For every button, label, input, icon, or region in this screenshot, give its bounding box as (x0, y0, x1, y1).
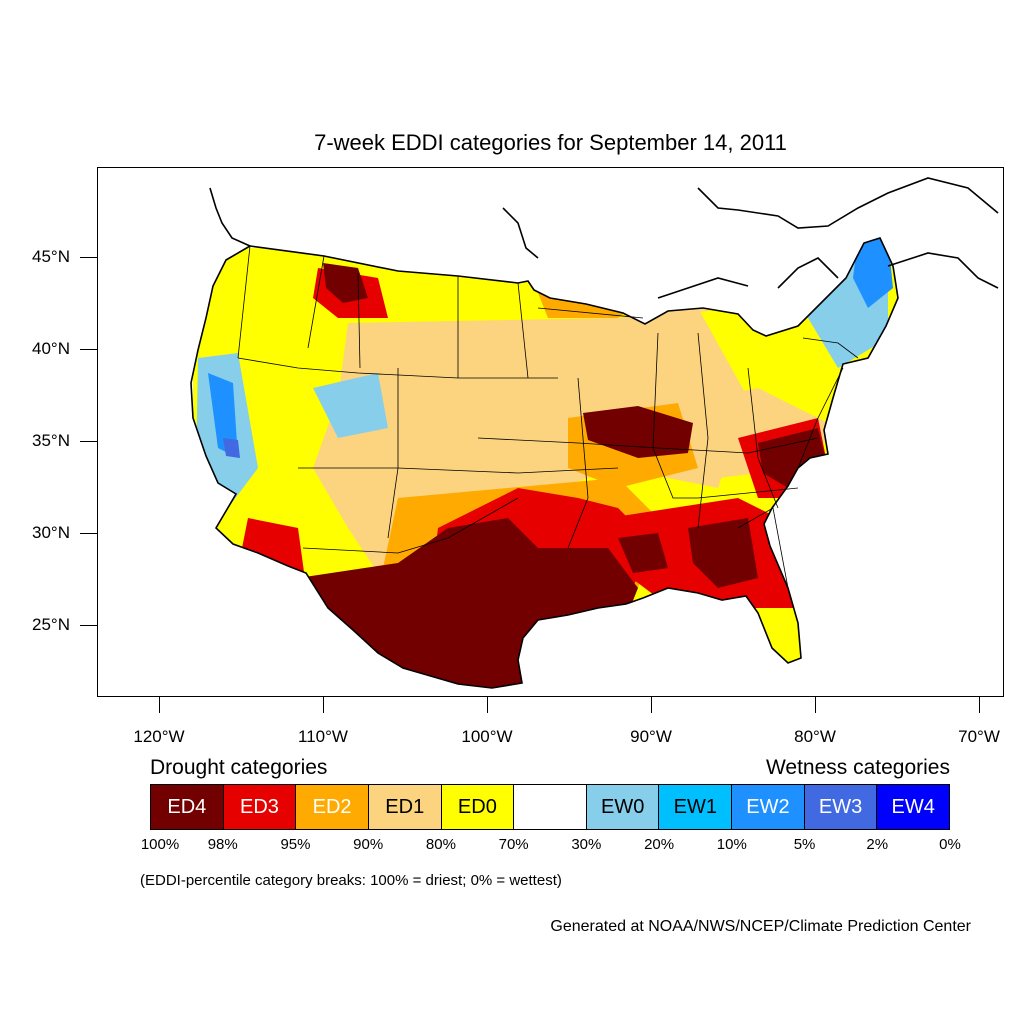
legend-swatch-ew2: EW2 (732, 785, 805, 829)
percentile-label: 2% (866, 836, 889, 853)
lat-tick (80, 625, 97, 626)
state-border-line (237, 245, 251, 359)
category-region-ed4 (618, 533, 668, 573)
category-region-ew0 (313, 373, 388, 438)
wetness-categories-title: Wetness categories (765, 756, 950, 779)
lon-tick (487, 697, 488, 713)
map-canvas (190, 177, 999, 689)
canada-coastline (209, 177, 999, 299)
legend-swatch-ew1: EW1 (659, 785, 733, 829)
category-legend: ED4 ED3 ED2 ED1 ED0 EW0 EW1 EW2 EW3 EW4 (150, 784, 950, 830)
lon-tick (979, 697, 980, 713)
coastline-segment (887, 252, 999, 289)
lon-label: 70°W (958, 727, 1000, 746)
state-border-line (567, 377, 589, 549)
legend-swatch-ed0: ED0 (441, 785, 515, 829)
percentile-label: 20% (644, 836, 675, 853)
state-border-line (357, 272, 361, 369)
percentile-label: 90% (353, 836, 384, 853)
state-border-line (747, 367, 779, 509)
state-border-line (802, 337, 859, 359)
lat-label: 25°N (32, 615, 70, 634)
state-border-line (697, 487, 799, 499)
lon-tick (815, 697, 816, 713)
state-border-line (517, 282, 529, 379)
category-region-ed4 (323, 263, 368, 303)
state-border-line (737, 507, 789, 589)
legend-swatch-ed2: ED2 (296, 785, 369, 829)
lon-label: 90°W (630, 727, 672, 746)
state-border-line (537, 307, 644, 319)
state-border-line (657, 437, 819, 454)
chart-title: 7-week EDDI categories for September 14,… (314, 130, 787, 155)
percentile-label: 70% (498, 836, 529, 853)
percentile-label: 0% (939, 836, 961, 853)
legend-swatch-ew3: EW3 (804, 785, 878, 829)
state-border-line (237, 357, 558, 379)
lon-label: 120°W (133, 727, 185, 746)
percentile-label: 30% (571, 836, 602, 853)
legend-swatch-ed3: ED3 (223, 785, 297, 829)
legend-swatch-ew4: EW4 (877, 785, 950, 829)
coastline-segment (657, 277, 749, 299)
coastline-segment (209, 187, 251, 247)
state-border-line (797, 367, 844, 469)
lon-label: 110°W (298, 727, 348, 746)
percentile-label: 98% (207, 836, 238, 853)
category-region-ed3 (553, 238, 658, 288)
credit-line: Generated at NOAA/NWS/NCEP/Climate Predi… (550, 918, 971, 935)
percentile-label: 5% (793, 836, 816, 853)
eddi-map (97, 167, 1004, 697)
percentile-label: 10% (716, 836, 747, 853)
category-fill-layer (193, 238, 898, 688)
lat-tick (80, 533, 97, 534)
lon-label: 80°W (794, 727, 836, 746)
category-region-ed4 (688, 518, 758, 588)
state-border-line (307, 255, 325, 349)
lon-tick (159, 697, 160, 713)
lat-tick (80, 441, 97, 442)
lat-label: 45°N (32, 247, 70, 266)
legend-swatch-ew0: EW0 (586, 785, 660, 829)
state-border-line (652, 332, 698, 499)
percentile-label: 100% (140, 836, 180, 853)
legend-swatch-ed1: ED1 (368, 785, 442, 829)
lat-label: 35°N (32, 431, 70, 450)
category-region-ew3 (223, 438, 240, 458)
state-border-line (477, 437, 659, 449)
percentile-label: 95% (280, 836, 311, 853)
lon-tick (323, 697, 324, 713)
state-borders (237, 245, 859, 589)
lat-tick (80, 257, 97, 258)
percentile-label: 80% (425, 836, 456, 853)
category-region-ew2 (853, 238, 893, 308)
category-region-ew2 (208, 373, 238, 458)
us-border (190, 237, 899, 689)
legend-swatch-normal (514, 785, 587, 829)
coastline-segment (777, 257, 839, 289)
drought-categories-title: Drought categories (150, 756, 328, 779)
state-border-line (298, 467, 619, 474)
lat-label: 40°N (32, 339, 70, 358)
coastline-segment (697, 177, 999, 229)
legend-swatch-ed4: ED4 (151, 785, 224, 829)
category-breaks-note: (EDDI-percentile category breaks: 100% =… (140, 872, 562, 889)
lon-label: 100°W (461, 727, 513, 746)
coastline-segment (502, 207, 539, 259)
state-border-line (302, 497, 519, 554)
lat-label: 30°N (32, 523, 70, 542)
lon-tick (651, 697, 652, 713)
lat-tick (80, 349, 97, 350)
